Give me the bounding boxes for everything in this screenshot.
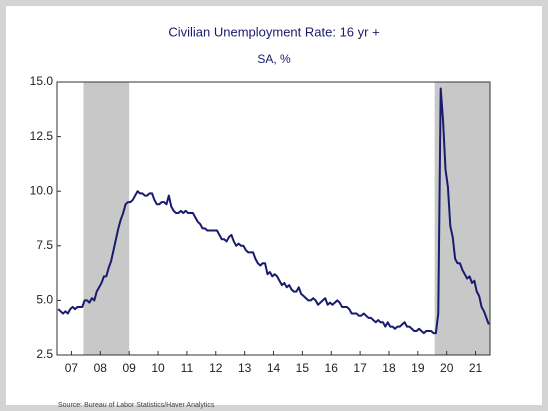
y-tick-label: 10.0	[30, 183, 54, 197]
x-tick-label: 10	[151, 361, 165, 375]
x-tick-label: 11	[181, 361, 194, 375]
source-note: Source: Bureau of Labor Statistics/Haver…	[58, 402, 215, 409]
x-tick-label: 09	[122, 361, 136, 375]
y-tick-label: 7.5	[36, 238, 53, 252]
recession-shading	[83, 82, 130, 355]
data-line	[57, 87, 490, 335]
x-tick-label: 20	[440, 361, 454, 375]
x-tick-label: 15	[296, 361, 310, 375]
y-tick-label: 15.0	[30, 74, 54, 88]
plot-frame	[56, 81, 491, 356]
y-tick-label: 2.5	[36, 347, 53, 361]
x-tick-label: 16	[325, 361, 339, 375]
chart-title: Civilian Unemployment Rate: 16 yr +	[168, 24, 379, 39]
x-tick-label: 13	[238, 361, 252, 375]
y-tick-label: 5.0	[36, 293, 53, 307]
x-tick-label: 21	[469, 361, 483, 375]
chart-subtitle: SA, %	[257, 52, 291, 66]
x-tick-label: 08	[94, 361, 108, 375]
x-tick-label: 17	[353, 361, 367, 375]
x-tick-label: 14	[267, 361, 281, 375]
x-tick-label: 19	[411, 361, 425, 375]
x-tick-label: 12	[209, 361, 223, 375]
x-tick-label: 07	[65, 361, 79, 375]
y-tick-label: 12.5	[30, 129, 54, 143]
x-tick-label: 18	[382, 361, 396, 375]
